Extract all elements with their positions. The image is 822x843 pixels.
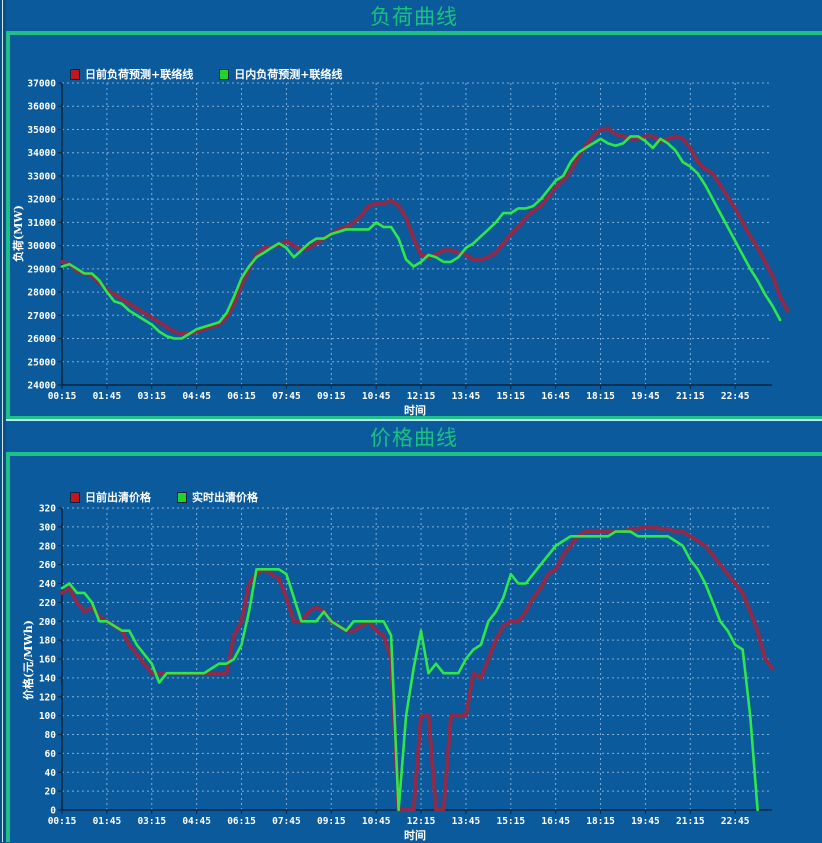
svg-text:07:45: 07:45 xyxy=(272,391,301,402)
svg-text:100: 100 xyxy=(39,711,56,722)
svg-text:18:15: 18:15 xyxy=(586,391,615,402)
svg-text:220: 220 xyxy=(39,598,56,609)
svg-text:280: 280 xyxy=(39,541,56,552)
load-x-axis-title: 时间 xyxy=(404,404,426,417)
svg-text:06:15: 06:15 xyxy=(227,391,256,402)
svg-text:00:15: 00:15 xyxy=(48,816,77,827)
svg-text:140: 140 xyxy=(39,673,56,684)
price-title-bar: 价格曲线 xyxy=(6,421,822,453)
svg-text:37000: 37000 xyxy=(27,79,56,90)
svg-text:35000: 35000 xyxy=(27,125,56,136)
svg-text:04:45: 04:45 xyxy=(182,816,211,827)
svg-text:06:15: 06:15 xyxy=(227,816,256,827)
svg-text:22:45: 22:45 xyxy=(721,816,750,827)
svg-text:12:15: 12:15 xyxy=(407,391,436,402)
svg-text:16:45: 16:45 xyxy=(541,816,570,827)
svg-text:30000: 30000 xyxy=(27,241,56,252)
svg-text:09:15: 09:15 xyxy=(317,391,346,402)
svg-text:01:45: 01:45 xyxy=(93,816,122,827)
svg-text:12:15: 12:15 xyxy=(407,816,436,827)
svg-text:03:15: 03:15 xyxy=(137,816,166,827)
svg-text:40: 40 xyxy=(45,768,57,779)
svg-text:10:45: 10:45 xyxy=(362,816,391,827)
legend-item-intraday-load[interactable]: 日内负荷预测+联络线 xyxy=(219,66,342,82)
legend-label: 实时出清价格 xyxy=(192,491,258,504)
svg-text:04:45: 04:45 xyxy=(182,391,211,402)
svg-text:260: 260 xyxy=(39,560,56,571)
load-chart-panel: 日前负荷预测+联络线 日内负荷预测+联络线 xyxy=(6,31,822,416)
svg-text:200: 200 xyxy=(39,617,56,628)
svg-text:60: 60 xyxy=(45,749,57,760)
svg-text:34000: 34000 xyxy=(27,148,56,159)
svg-text:03:15: 03:15 xyxy=(137,391,166,402)
svg-text:80: 80 xyxy=(45,730,57,741)
svg-text:25000: 25000 xyxy=(27,357,56,368)
svg-text:33000: 33000 xyxy=(27,171,56,182)
svg-text:10:45: 10:45 xyxy=(362,391,391,402)
svg-text:300: 300 xyxy=(39,522,56,533)
load-chart-title: 负荷曲线 xyxy=(370,5,458,29)
red-swatch-icon xyxy=(70,68,80,80)
red-swatch-icon xyxy=(70,491,80,503)
svg-text:16:45: 16:45 xyxy=(541,391,570,402)
panel-divider xyxy=(6,416,822,421)
svg-text:19:45: 19:45 xyxy=(631,816,660,827)
svg-text:36000: 36000 xyxy=(27,102,56,113)
svg-text:07:45: 07:45 xyxy=(272,816,301,827)
legend-item-dayahead-price[interactable]: 日前出清价格 xyxy=(70,489,151,505)
svg-text:13:45: 13:45 xyxy=(452,391,481,402)
svg-text:180: 180 xyxy=(39,636,56,647)
svg-text:28000: 28000 xyxy=(27,288,56,299)
price-chart-title: 价格曲线 xyxy=(370,426,458,450)
svg-text:31000: 31000 xyxy=(27,218,56,229)
green-swatch-icon xyxy=(219,68,230,80)
load-chart-plot: 24000 25000 26000 27000 28000 29000 30000 31000… xyxy=(27,79,790,402)
svg-text:15:15: 15:15 xyxy=(496,816,525,827)
load-title-bar: 负荷曲线 xyxy=(6,0,822,32)
svg-text:160: 160 xyxy=(39,655,56,666)
svg-text:32000: 32000 xyxy=(27,195,56,206)
window-left-border xyxy=(0,0,6,842)
svg-text:240: 240 xyxy=(39,579,56,590)
svg-text:15:15: 15:15 xyxy=(496,391,525,402)
svg-text:22:45: 22:45 xyxy=(721,391,750,402)
legend-item-dayahead-load[interactable]: 日前负荷预测+联络线 xyxy=(70,66,193,82)
legend-label: 日内负荷预测+联络线 xyxy=(234,68,343,81)
svg-text:00:15: 00:15 xyxy=(48,391,77,402)
svg-text:09:15: 09:15 xyxy=(317,816,346,827)
price-legend: 日前出清价格 实时出清价格 xyxy=(70,489,258,505)
load-legend: 日前负荷预测+联络线 日内负荷预测+联络线 xyxy=(70,66,342,82)
svg-text:13:45: 13:45 xyxy=(452,816,481,827)
svg-text:24000: 24000 xyxy=(27,381,56,392)
svg-text:19:45: 19:45 xyxy=(631,391,660,402)
svg-text:21:15: 21:15 xyxy=(676,391,705,402)
legend-label: 日前出清价格 xyxy=(85,491,151,504)
svg-text:01:45: 01:45 xyxy=(93,391,122,402)
green-swatch-icon xyxy=(177,491,187,503)
svg-text:27000: 27000 xyxy=(27,311,56,322)
price-chart-panel: 日前出清价格 实时出清价格 xyxy=(6,452,822,842)
legend-item-realtime-price[interactable]: 实时出清价格 xyxy=(177,489,258,505)
svg-text:0: 0 xyxy=(50,806,56,817)
price-x-axis-title: 时间 xyxy=(404,829,426,842)
svg-text:18:15: 18:15 xyxy=(586,816,615,827)
svg-text:320: 320 xyxy=(39,504,56,515)
svg-text:120: 120 xyxy=(39,692,56,703)
legend-label: 日前负荷预测+联络线 xyxy=(85,68,194,81)
svg-text:26000: 26000 xyxy=(27,334,56,345)
svg-text:29000: 29000 xyxy=(27,264,56,275)
svg-text:21:15: 21:15 xyxy=(676,816,705,827)
svg-text:20: 20 xyxy=(45,787,57,798)
price-y-axis-title: 价格(元/MWh) xyxy=(22,620,35,700)
